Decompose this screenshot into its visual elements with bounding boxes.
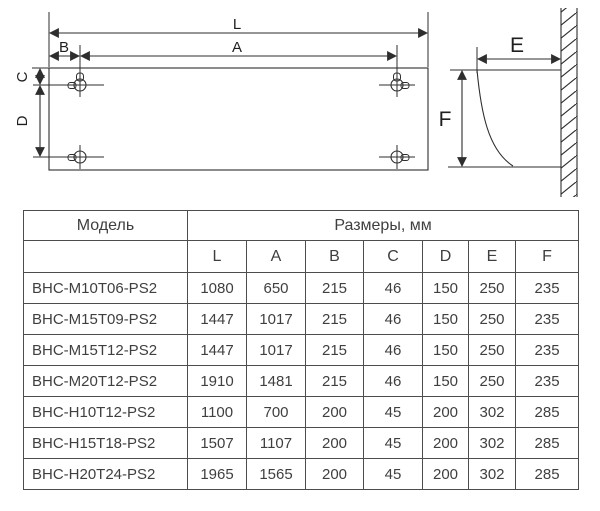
cell-E: 302 bbox=[468, 396, 516, 428]
cell-L: 1080 bbox=[187, 272, 247, 304]
mounting-hole-icon bbox=[67, 148, 90, 166]
cell-B: 200 bbox=[305, 396, 364, 428]
cell-model: BHC-M15T09-PS2 bbox=[23, 303, 188, 335]
cell-E: 250 bbox=[468, 334, 516, 366]
cell-D: 200 bbox=[422, 396, 469, 428]
cell-F: 285 bbox=[514, 396, 580, 428]
cell-L: 1447 bbox=[187, 334, 247, 366]
cell-B: 215 bbox=[305, 272, 364, 304]
cell-L: 1100 bbox=[187, 396, 247, 428]
dimension-label-L: L bbox=[233, 16, 241, 33]
cell-C: 46 bbox=[363, 334, 423, 366]
cell-C: 46 bbox=[363, 272, 423, 304]
dimensions-column-header: Размеры, мм bbox=[186, 210, 580, 241]
cell-L: 1965 bbox=[187, 458, 247, 490]
table-row: BHC-H15T18-PS2 1507 1107 200 45 200 302 … bbox=[23, 427, 580, 459]
cell-B: 215 bbox=[305, 334, 364, 366]
table-subheader-row: L A B C D E F bbox=[23, 240, 580, 273]
panel-outline bbox=[48, 67, 429, 171]
col-header-A: A bbox=[246, 240, 306, 273]
cell-B: 215 bbox=[305, 303, 364, 335]
cell-model: BHC-H15T18-PS2 bbox=[23, 427, 188, 459]
cell-E: 250 bbox=[468, 272, 516, 304]
cell-E: 250 bbox=[468, 303, 516, 335]
model-column-header: Модель bbox=[23, 210, 188, 241]
dimension-label-D: D bbox=[14, 115, 31, 126]
cell-F: 235 bbox=[514, 365, 580, 397]
cell-D: 150 bbox=[422, 272, 469, 304]
cell-model: BHC-H10T12-PS2 bbox=[23, 396, 188, 428]
table-row: BHC-M15T09-PS2 1447 1017 215 46 150 250 … bbox=[23, 303, 580, 335]
cell-L: 1507 bbox=[187, 427, 247, 459]
col-header-D: D bbox=[422, 240, 469, 273]
cell-D: 200 bbox=[422, 427, 469, 459]
cell-E: 302 bbox=[468, 427, 516, 459]
table-row: BHC-M10T06-PS2 1080 650 215 46 150 250 2… bbox=[23, 272, 580, 304]
dimension-label-B: B bbox=[59, 39, 69, 56]
cell-B: 200 bbox=[305, 427, 364, 459]
spec-table: Модель Размеры, мм L A B C D E F BHC-M10… bbox=[23, 210, 580, 490]
cell-E: 250 bbox=[468, 365, 516, 397]
cell-D: 150 bbox=[422, 334, 469, 366]
cell-model: BHC-H20T24-PS2 bbox=[23, 458, 188, 490]
empty-cell bbox=[23, 240, 188, 273]
cell-A: 1017 bbox=[246, 303, 306, 335]
cell-A: 1481 bbox=[246, 365, 306, 397]
mounting-hole-icon bbox=[387, 72, 410, 94]
dimension-label-F: F bbox=[439, 108, 452, 131]
airflow-curve bbox=[476, 69, 514, 167]
dimension-label-E: E bbox=[510, 34, 524, 57]
cell-model: BHC-M20T12-PS2 bbox=[23, 365, 188, 397]
cell-L: 1910 bbox=[187, 365, 247, 397]
cell-F: 235 bbox=[514, 303, 580, 335]
mounting-hole-icon bbox=[67, 72, 90, 94]
cell-D: 200 bbox=[422, 458, 469, 490]
cell-A: 650 bbox=[246, 272, 306, 304]
table-header-row: Модель Размеры, мм bbox=[23, 210, 580, 241]
cell-A: 1107 bbox=[246, 427, 306, 459]
dimension-label-C: C bbox=[14, 71, 31, 82]
wall-hatching bbox=[560, 8, 578, 197]
cell-A: 700 bbox=[246, 396, 306, 428]
cell-C: 45 bbox=[363, 427, 423, 459]
cell-F: 285 bbox=[514, 427, 580, 459]
cell-A: 1017 bbox=[246, 334, 306, 366]
cell-C: 45 bbox=[363, 458, 423, 490]
table-row: BHC-H20T24-PS2 1965 1565 200 45 200 302 … bbox=[23, 458, 580, 490]
cell-D: 150 bbox=[422, 365, 469, 397]
cell-B: 215 bbox=[305, 365, 364, 397]
dimension-label-A: A bbox=[232, 39, 242, 56]
col-header-C: C bbox=[363, 240, 423, 273]
cell-model: BHC-M15T12-PS2 bbox=[23, 334, 188, 366]
cell-F: 285 bbox=[514, 458, 580, 490]
cell-F: 235 bbox=[514, 334, 580, 366]
front-view-diagram: L A B C D bbox=[14, 12, 429, 171]
col-header-B: B bbox=[305, 240, 364, 273]
cell-C: 46 bbox=[363, 303, 423, 335]
cell-F: 235 bbox=[514, 272, 580, 304]
cell-B: 200 bbox=[305, 458, 364, 490]
table-row: BHC-M20T12-PS2 1910 1481 215 46 150 250 … bbox=[23, 365, 580, 397]
cell-L: 1447 bbox=[187, 303, 247, 335]
col-header-E: E bbox=[468, 240, 516, 273]
col-header-F: F bbox=[514, 240, 580, 273]
mounting-hole-icon bbox=[387, 148, 410, 166]
table-row: BHC-M15T12-PS2 1447 1017 215 46 150 250 … bbox=[23, 334, 580, 366]
table-row: BHC-H10T12-PS2 1100 700 200 45 200 302 2… bbox=[23, 396, 580, 428]
cell-C: 45 bbox=[363, 396, 423, 428]
cell-A: 1565 bbox=[246, 458, 306, 490]
cell-model: BHC-M10T06-PS2 bbox=[23, 272, 188, 304]
technical-drawing: L A B C D bbox=[14, 8, 578, 197]
col-header-L: L bbox=[187, 240, 247, 273]
cell-E: 302 bbox=[468, 458, 516, 490]
side-view-diagram: E F bbox=[439, 8, 578, 197]
cell-D: 150 bbox=[422, 303, 469, 335]
cell-C: 46 bbox=[363, 365, 423, 397]
